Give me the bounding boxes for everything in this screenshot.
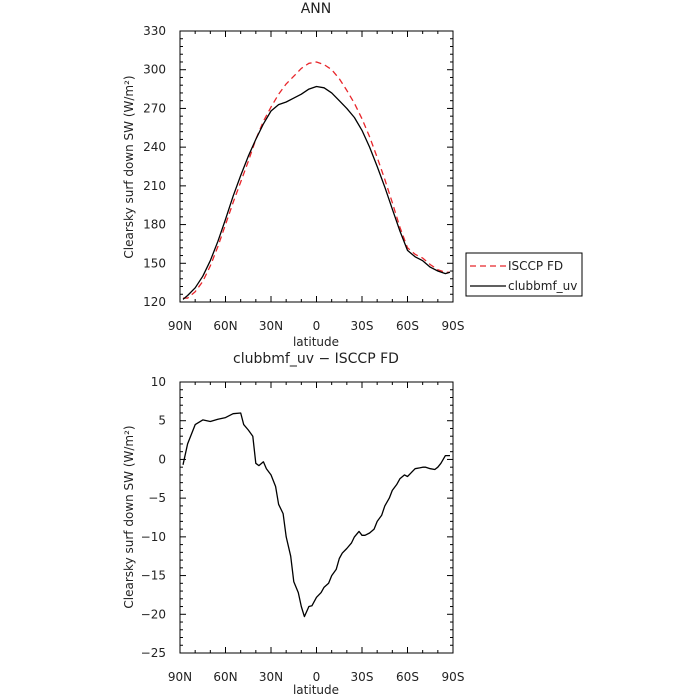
x-tick-label: 90S <box>442 319 465 333</box>
y-tick-label: 240 <box>143 140 166 154</box>
y-axis-label: Clearsky surf down SW (W/m²) <box>122 425 136 608</box>
x-axis-label: latitude <box>293 683 339 697</box>
y-tick-label: 0 <box>158 452 166 466</box>
y-tick-label: −5 <box>148 491 166 505</box>
x-tick-label: 60N <box>213 670 237 684</box>
y-tick-label: 300 <box>143 63 166 77</box>
y-tick-label: 330 <box>143 24 166 38</box>
panel-top: ANN 90N 60N 30N 0 30S 60S 90S 120 150 180 210 240 2… <box>122 1 583 349</box>
x-tick-label: 30N <box>259 670 283 684</box>
y-tick-label: −15 <box>141 569 166 583</box>
y-tick-label: 120 <box>143 295 166 309</box>
x-tick-label: 0 <box>313 319 321 333</box>
x-tick-label: 0 <box>313 670 321 684</box>
x-tick-label: 90N <box>168 319 192 333</box>
y-tick-label: −10 <box>141 530 166 544</box>
y-tick-label: 270 <box>143 101 166 115</box>
plot-frame <box>179 381 454 654</box>
legend-box <box>465 252 583 297</box>
series-line <box>183 61 450 299</box>
plot-frame <box>179 30 454 303</box>
y-tick-label: 180 <box>143 218 166 232</box>
y-axis-label: Clearsky surf down SW (W/m²) <box>122 75 136 258</box>
y-tick-label: 10 <box>151 375 166 389</box>
x-tick-label: 90S <box>442 670 465 684</box>
x-tick-label: 30S <box>351 670 374 684</box>
y-tick-label: −25 <box>141 646 166 660</box>
panel-bottom: clubbmf_uv − ISCCP FD 90N 60N 30N 0 30S 60S 90… <box>122 351 464 697</box>
series-line <box>182 412 450 618</box>
x-tick-label: 30S <box>351 319 374 333</box>
x-tick-label: 60N <box>213 319 237 333</box>
x-axis-label: latitude <box>293 335 339 349</box>
series-line <box>182 85 451 300</box>
x-tick-label: 60S <box>396 319 419 333</box>
y-tick-label: 5 <box>158 414 166 428</box>
x-tick-label: 90N <box>168 670 192 684</box>
legend-label-isccp-fd: ISCCP FD <box>508 259 563 273</box>
chart-title: clubbmf_uv − ISCCP FD <box>233 351 399 367</box>
x-tick-label: 30N <box>259 319 283 333</box>
legend-label-clubbmf-uv: clubbmf_uv <box>508 279 577 293</box>
x-tick-label: 60S <box>396 670 419 684</box>
y-tick-label: 150 <box>143 256 166 270</box>
legend: ISCCP FD clubbmf_uv <box>465 252 583 297</box>
y-tick-label: −20 <box>141 607 166 621</box>
chart-title: ANN <box>301 1 332 17</box>
y-tick-label: 210 <box>143 179 166 193</box>
